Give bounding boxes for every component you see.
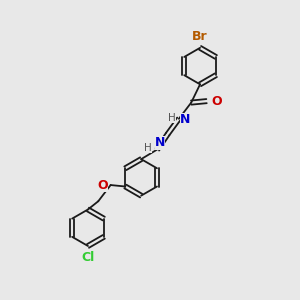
- Text: O: O: [211, 94, 222, 108]
- Text: N: N: [155, 136, 165, 149]
- Text: H: H: [144, 142, 152, 153]
- Text: H: H: [168, 112, 176, 123]
- Text: O: O: [98, 178, 108, 191]
- Text: N: N: [180, 113, 191, 126]
- Text: Cl: Cl: [81, 251, 94, 264]
- Text: Br: Br: [192, 29, 208, 43]
